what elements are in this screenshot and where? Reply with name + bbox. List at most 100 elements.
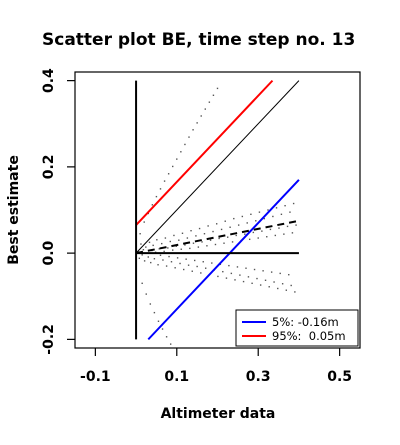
scatter-point <box>155 195 158 198</box>
scatter-point <box>172 249 174 251</box>
x-tick-label: -0.1 <box>80 369 111 385</box>
scatter-point <box>239 274 241 276</box>
scatter-point <box>225 277 228 279</box>
scatter-point <box>176 158 178 160</box>
scatter-point <box>203 233 206 235</box>
scatter-point <box>206 245 208 247</box>
line-5-0-16m <box>147 179 300 341</box>
scatter-point <box>169 240 171 243</box>
scatter-point <box>148 241 151 244</box>
scatter-point <box>164 237 167 239</box>
scatter-point <box>152 244 154 247</box>
scatter-point <box>157 264 159 266</box>
scatter-point <box>191 270 193 272</box>
scatter-point <box>179 262 181 265</box>
scatter-point <box>241 215 244 218</box>
scatter-point <box>150 261 152 264</box>
scatter-point <box>185 258 187 260</box>
scatter-point <box>252 231 255 234</box>
scatter-point <box>176 257 179 259</box>
scatter-point <box>188 136 190 138</box>
scatter-point <box>268 286 270 288</box>
scatter-point <box>200 272 202 274</box>
y-tick-label: 0.2 <box>41 154 57 179</box>
scatter-point <box>285 289 288 291</box>
scatter-point <box>194 259 196 262</box>
scatter-point <box>281 283 284 285</box>
scatter-point <box>255 220 257 222</box>
scatter-point <box>220 228 223 231</box>
scatter-point <box>172 165 174 168</box>
scatter-point <box>139 233 141 235</box>
scatter-point <box>279 272 281 275</box>
scatter-point <box>250 213 252 216</box>
scatter-point <box>262 270 264 272</box>
scatter-point <box>253 268 256 271</box>
scatter-point <box>242 280 245 283</box>
scatter-point <box>159 188 162 190</box>
scatter-point <box>294 291 296 293</box>
scatter-point <box>284 204 286 207</box>
scatter-point <box>147 256 149 258</box>
scatter-point <box>170 261 173 263</box>
scatter-point <box>153 258 156 260</box>
scatter-point <box>283 233 285 235</box>
scatter-point <box>275 207 278 209</box>
scatter-point <box>169 343 172 345</box>
x-tick-label: 0.5 <box>327 369 352 385</box>
scatter-point <box>229 226 231 228</box>
scatter-point <box>192 242 195 244</box>
scatter-point <box>233 217 235 220</box>
scatter-point <box>266 236 268 238</box>
scatter-point <box>145 293 147 295</box>
scatter-point <box>183 268 185 271</box>
scatter-point <box>248 238 251 241</box>
scatter-point <box>291 232 294 234</box>
scatter-point <box>197 246 200 248</box>
scatter-point <box>251 282 253 285</box>
scatter-point <box>189 247 191 250</box>
scatter-point <box>200 115 202 117</box>
scatter-point <box>246 222 248 224</box>
scatter-point <box>289 211 291 213</box>
scatter-point <box>261 230 263 232</box>
scatter-point <box>202 261 204 263</box>
y-axis-label: Best estimate <box>6 155 22 265</box>
scatter-point <box>231 241 234 243</box>
scatter-point <box>184 244 186 246</box>
scatter-point <box>235 234 237 237</box>
scatter-point <box>195 235 197 237</box>
y-tick-label: 0.0 <box>41 240 57 265</box>
scatter-point <box>143 221 145 223</box>
scatter-point <box>168 255 170 258</box>
scatter-point <box>158 248 160 250</box>
scatter-point <box>211 262 213 264</box>
scatter-point <box>237 224 240 226</box>
scatter-point <box>228 264 230 267</box>
scatter-point <box>145 246 147 248</box>
plot-frame <box>74 71 361 349</box>
scatter-point <box>201 241 203 243</box>
scatter-point <box>247 276 250 278</box>
scatter-point <box>236 266 239 268</box>
scatter-point <box>161 242 163 245</box>
scatter-point <box>149 303 152 305</box>
scatter-point <box>224 220 226 222</box>
scatter-point <box>264 279 267 281</box>
scatter-point <box>141 254 143 256</box>
plot-area: -0.1 0.1 0.3 0.5 -0.2 0.0 0.2 0.4 5%: -0.16m95%:… <box>41 68 361 385</box>
scatter-point <box>215 223 218 225</box>
scatter-point <box>163 250 165 253</box>
scatter-point <box>207 225 209 227</box>
scatter-point <box>274 234 277 237</box>
x-tick-label: 0.3 <box>246 369 271 385</box>
scatter-point <box>162 259 164 261</box>
scatter-point <box>295 224 297 226</box>
scatter-point <box>174 267 176 269</box>
scatter-point <box>142 248 145 251</box>
scatter-point <box>222 270 224 273</box>
scatter-point <box>167 173 170 175</box>
x-axis-label: Altimeter data <box>161 406 276 422</box>
scatter-point <box>212 94 215 96</box>
